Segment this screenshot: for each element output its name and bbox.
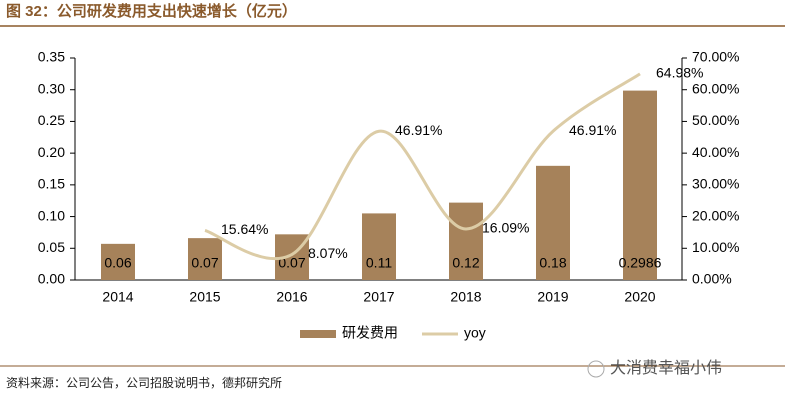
line-value-label: 64.98% <box>656 65 703 81</box>
y-tick-label: 0.20 <box>38 144 65 160</box>
bar <box>101 243 135 280</box>
bar-value-label: 0.06 <box>104 255 131 271</box>
y2-tick-label: 40.00% <box>692 144 739 160</box>
x-tick-label: 2018 <box>450 289 481 305</box>
bar-value-label: 0.07 <box>191 255 218 271</box>
x-tick-label: 2020 <box>624 289 655 305</box>
y-tick-label: 0.10 <box>38 207 65 223</box>
wechat-icon <box>587 360 605 378</box>
chart-title: 图 32：公司研发费用支出快速增长（亿元） <box>6 2 297 20</box>
x-tick-label: 2014 <box>102 289 133 305</box>
line-value-label: 46.91% <box>569 122 616 138</box>
x-tick-label: 2017 <box>363 289 394 305</box>
y2-tick-label: 30.00% <box>692 176 739 192</box>
x-tick-label: 2015 <box>189 289 220 305</box>
legend-label: yoy <box>464 325 486 341</box>
y-tick-label: 0.25 <box>38 112 65 128</box>
line-value-label: 16.09% <box>482 220 529 236</box>
y-tick-label: 0.05 <box>38 239 65 255</box>
line-value-label: 8.07% <box>308 245 348 261</box>
y2-tick-label: 70.00% <box>692 49 739 65</box>
y-tick-label: 0.15 <box>38 176 65 192</box>
y-tick-label: 0.30 <box>38 80 65 96</box>
bar <box>623 90 657 280</box>
line <box>204 72 641 261</box>
bar <box>536 165 570 280</box>
bar <box>449 202 483 280</box>
y2-tick-label: 0.00% <box>692 271 732 287</box>
y2-tick-label: 60.00% <box>692 80 739 96</box>
bar-value-label: 0.18 <box>539 255 566 271</box>
legend-swatch <box>300 330 336 338</box>
bar <box>188 238 222 280</box>
y2-tick-label: 10.00% <box>692 239 739 255</box>
x-tick-label: 2016 <box>276 289 307 305</box>
line-value-label: 46.91% <box>395 122 442 138</box>
y2-tick-label: 20.00% <box>692 207 739 223</box>
line-value-label: 15.64% <box>221 221 268 237</box>
x-tick-label: 2019 <box>537 289 568 305</box>
bar-value-label: 0.12 <box>452 255 479 271</box>
legend-label: 研发费用 <box>342 325 398 341</box>
bar <box>362 213 396 280</box>
y-tick-label: 0.35 <box>38 49 65 65</box>
bar-value-label: 0.2986 <box>619 255 662 271</box>
source: 资料来源：公司公告，公司招股说明书，德邦研究所 <box>6 375 282 390</box>
watermark: 大消费幸福小伟 <box>610 359 722 377</box>
y2-tick-label: 50.00% <box>692 112 739 128</box>
y-tick-label: 0.00 <box>38 271 65 287</box>
bar-value-label: 0.11 <box>366 255 392 271</box>
